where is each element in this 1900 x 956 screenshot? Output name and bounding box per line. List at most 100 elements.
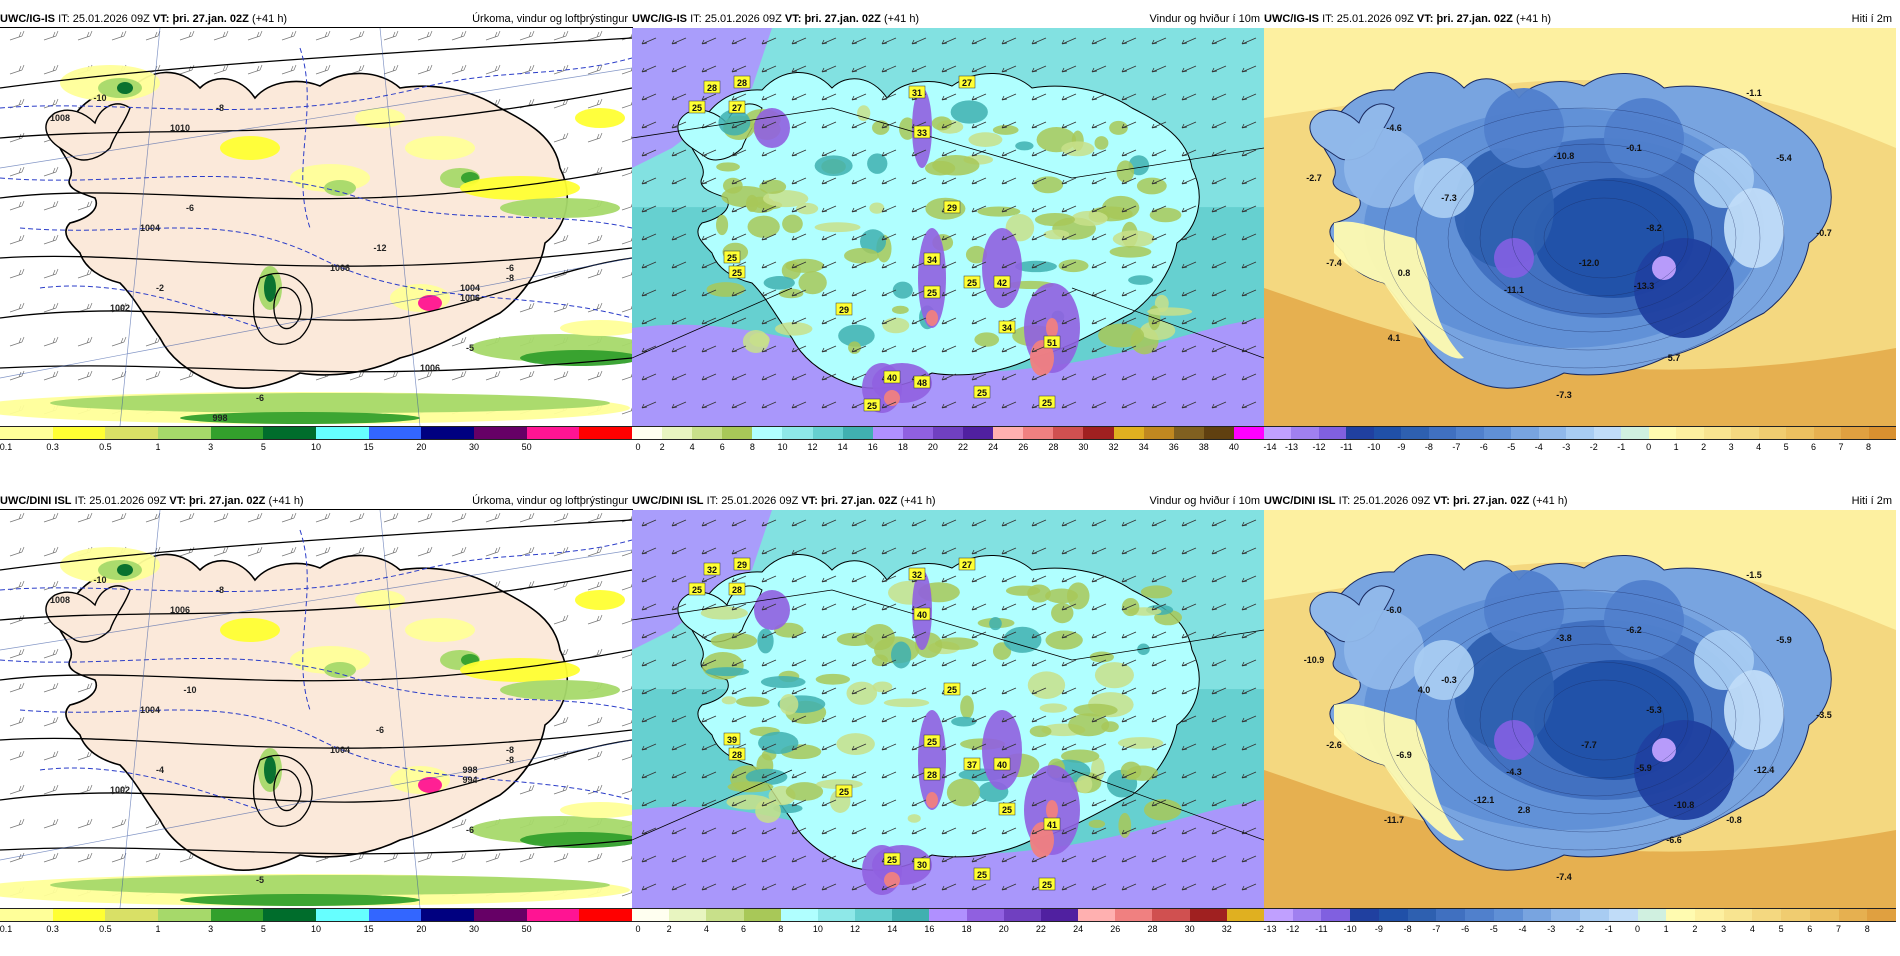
legend-tick-label: 3 bbox=[208, 924, 214, 934]
panels.3.isobar_labels-label: 1004 bbox=[140, 705, 160, 715]
legend-swatch bbox=[1456, 427, 1484, 439]
panels.1.gust_labels-label: 40 bbox=[887, 373, 897, 383]
legend-tick-label: 0.5 bbox=[99, 924, 112, 934]
panels.5.temp_labels-label: 2.8 bbox=[1518, 805, 1531, 815]
panels.5.temp_labels-label: -10.8 bbox=[1674, 800, 1695, 810]
init-time-value: 25.01.2026 09Z bbox=[72, 13, 150, 25]
panels.0.isotherm_labels-label: -6 bbox=[506, 263, 514, 273]
iceland-map[interactable]: 32 29 25 28 32 27 40 25 39 28 25 28 40 25 25 41 37 25 30 25… bbox=[632, 510, 1264, 908]
legend-swatch bbox=[474, 909, 527, 921]
legend-tick-label: 22 bbox=[1035, 924, 1046, 934]
legend-swatch bbox=[1551, 909, 1581, 921]
legend-swatch bbox=[782, 427, 813, 439]
legend-swatch bbox=[1666, 909, 1696, 921]
legend-swatch bbox=[52, 427, 106, 439]
legend-swatch bbox=[158, 427, 211, 439]
legend-swatch bbox=[1264, 909, 1293, 921]
panels.5.temp_labels-label: -6.6 bbox=[1666, 835, 1682, 845]
lead-time: (+41 h) bbox=[251, 13, 288, 25]
panel-header: UWC/DINI ISL IT: 25.01.2026 09Z VT: þri.… bbox=[632, 494, 1264, 508]
legend-swatch bbox=[1465, 909, 1494, 921]
legend-tick-label: -5 bbox=[1489, 924, 1498, 934]
gust-label-box bbox=[863, 398, 881, 412]
panels.0.isobar_labels-label: 1008 bbox=[50, 113, 70, 123]
map-area[interactable]: 28 28 25 27 31 27 33 29 25 25 34 25 42 34 29 51 25 40 48 25… bbox=[632, 28, 1264, 426]
legend-swatch bbox=[1428, 427, 1457, 439]
legend-tick-label: 30 bbox=[1078, 442, 1089, 452]
panels.5.temp_labels-label: -3.5 bbox=[1816, 710, 1832, 720]
iceland-map[interactable]: 28 28 25 27 31 27 33 29 25 25 34 25 42 34 29 51 25 40 48 25… bbox=[632, 28, 1264, 426]
legend-tick-label: -1 bbox=[1617, 442, 1626, 452]
legend-swatch bbox=[263, 909, 317, 921]
panels.5.temp_labels-label: -5.9 bbox=[1636, 763, 1652, 773]
gust-label-box bbox=[973, 385, 991, 399]
panels.1.gust_labels-label: 31 bbox=[912, 88, 922, 98]
panels.1.gust_labels-label: 25 bbox=[977, 388, 987, 398]
legend-swatch bbox=[1226, 909, 1264, 921]
panels.3.isobar_labels-label: 998 bbox=[462, 765, 477, 775]
legend-tick-label: 18 bbox=[961, 924, 972, 934]
legend-tick-label: 6 bbox=[1811, 442, 1817, 452]
legend-swatch bbox=[932, 427, 964, 439]
panels.3.isotherm_labels-label: -4 bbox=[156, 765, 164, 775]
map-area[interactable]: -1.1 -4.6 -10.8 -0.1 -5.4 -2.7 -7.3 -8.2 -0.7 -7.… bbox=[1264, 28, 1896, 426]
iceland-map[interactable]: 10081010100410021006100610041006998-10-8… bbox=[0, 28, 632, 426]
legend-tick-label: 12 bbox=[850, 924, 861, 934]
legend-tick-label: -8 bbox=[1403, 924, 1412, 934]
legend-ticks: 0.1 0.3 0.5 1 3 5 10 15 20 30 50 bbox=[0, 442, 632, 454]
gust-label-box bbox=[728, 100, 746, 114]
legend-tick-label: 14 bbox=[837, 442, 848, 452]
legend-tick-label: 4 bbox=[703, 924, 709, 934]
panels.5.temp_labels-label: -5.9 bbox=[1776, 635, 1792, 645]
panels.5.temp_labels-label: -12.4 bbox=[1754, 765, 1775, 775]
legend-swatch bbox=[526, 427, 580, 439]
panels.0.isotherm_labels-label: -2 bbox=[156, 283, 164, 293]
panels.1.gust_labels-label: 29 bbox=[947, 203, 957, 213]
legend-swatch bbox=[1841, 427, 1869, 439]
legend-swatch bbox=[1173, 427, 1204, 439]
panels.5.temp_labels-label: -1.5 bbox=[1746, 570, 1762, 580]
legend-swatch bbox=[0, 909, 53, 921]
gust-label-box bbox=[923, 285, 941, 299]
legend-tick-label: 0.3 bbox=[46, 442, 59, 452]
legend-tick-label: 1 bbox=[1673, 442, 1679, 452]
gust-label-box bbox=[728, 582, 746, 596]
gust-label-box bbox=[908, 567, 926, 581]
panels.2.temp_labels-label: -1.1 bbox=[1746, 88, 1762, 98]
legend-swatch bbox=[1621, 427, 1649, 439]
valid-time-label: VT: bbox=[784, 13, 802, 25]
legend-swatch bbox=[1292, 909, 1322, 921]
panel-header: UWC/IG-IS IT: 25.01.2026 09Z VT: þri. 27… bbox=[632, 12, 1264, 26]
legend-tick-label: 26 bbox=[1110, 924, 1121, 934]
legend-swatch bbox=[1608, 909, 1638, 921]
legend-swatch bbox=[1867, 909, 1897, 921]
legend-tick-label: -10 bbox=[1343, 924, 1357, 934]
panels.4.gust_labels-label: 29 bbox=[737, 560, 747, 570]
panels.1.gust_labels-label: 25 bbox=[692, 103, 702, 113]
panels.2.temp_labels-label: -10.8 bbox=[1554, 151, 1575, 161]
gust-label-box bbox=[923, 767, 941, 781]
map-area[interactable]: 1008 1010 1004 1002 1006 1006 1004 1006 998 -10 -8… bbox=[0, 27, 633, 427]
panels.5.temp_labels-label: -0.8 bbox=[1726, 815, 1742, 825]
panel-title: Vindur og hviður í 10m bbox=[1149, 13, 1260, 25]
legend-tick-label: 8 bbox=[778, 924, 784, 934]
valid-time-label: VT: bbox=[169, 495, 186, 507]
panels.3.isotherm_labels-label: -10 bbox=[183, 685, 196, 695]
legend-swatch bbox=[1321, 909, 1351, 921]
lead-time: (+41 h) bbox=[268, 495, 304, 507]
panels.1.gust_labels-label: 25 bbox=[727, 253, 737, 263]
iceland-map[interactable]: -1.5 -6.0 -3.8 -6.2 -5.9 -10.9 -0.3 -5.3 -3.5 -2.… bbox=[1264, 510, 1896, 908]
legend-ticks: 0.1 0.3 0.5 1 3 5 10 15 20 30 50 bbox=[0, 924, 632, 936]
map-area[interactable]: -1.5 -6.0 -3.8 -6.2 -5.9 -10.9 -0.3 -5.3 -3.5 -2.… bbox=[1264, 510, 1896, 908]
panels.2.temp_labels-label: -7.3 bbox=[1556, 390, 1572, 400]
panels.1.gust_labels-label: 25 bbox=[867, 401, 877, 411]
map-area[interactable]: 1008 1006 1004 1002 1004 994 998 -10 -8 -10 -4 -6 -8… bbox=[0, 509, 633, 909]
legend-tick-label: -11 bbox=[1315, 924, 1328, 934]
iceland-map[interactable]: -1.1 -4.6 -10.8 -0.1 -5.4 -2.7 -7.3 -8.2 -0.7 -7.… bbox=[1264, 28, 1896, 426]
legend-tick-label: -8 bbox=[1424, 442, 1433, 452]
panels.3.isobar_labels-label: 1008 bbox=[50, 595, 70, 605]
legend-colorbar bbox=[1264, 426, 1897, 440]
map-area[interactable]: 32 29 25 28 32 27 40 25 39 28 25 28 40 25 25 41 37 25 30 25… bbox=[632, 510, 1264, 908]
legend-swatch bbox=[1346, 427, 1374, 439]
